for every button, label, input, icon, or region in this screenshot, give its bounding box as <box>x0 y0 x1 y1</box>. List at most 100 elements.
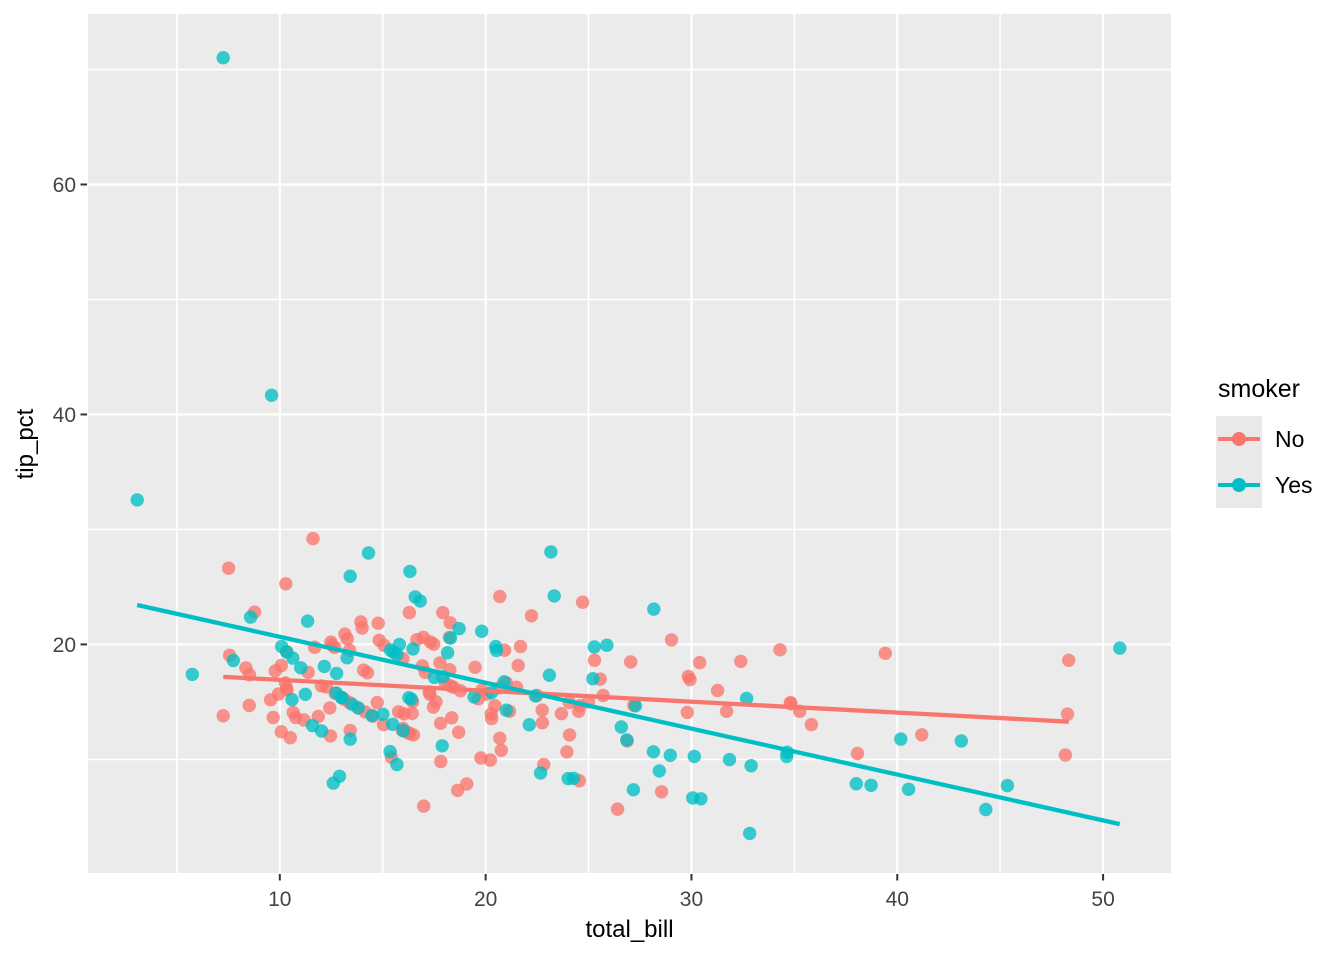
data-point-yes <box>317 659 331 674</box>
data-point-no <box>1062 653 1076 667</box>
data-point-yes <box>435 739 449 753</box>
data-point-yes <box>406 642 420 656</box>
data-point-no <box>610 802 625 816</box>
x-axis-title: total_bill <box>585 916 674 943</box>
data-point-no <box>433 716 448 730</box>
data-point-no <box>572 704 586 718</box>
data-point-no <box>340 632 354 646</box>
data-point-no <box>654 785 669 799</box>
legend-keys: No Yes <box>1216 416 1313 508</box>
data-point-no <box>445 711 459 725</box>
legend-item-yes: Yes <box>1216 462 1313 508</box>
data-point-yes <box>722 752 737 767</box>
data-point-yes <box>334 690 349 705</box>
data-point-no <box>513 639 528 654</box>
data-point-yes <box>744 759 758 773</box>
data-point-yes <box>954 734 968 748</box>
data-point-yes <box>294 661 308 675</box>
data-point-no <box>450 783 465 798</box>
data-point-no <box>524 609 539 623</box>
data-point-no <box>575 595 590 609</box>
data-point-no <box>417 799 431 813</box>
data-point-no <box>239 661 253 675</box>
data-point-no <box>562 728 577 742</box>
x-tick-label-20: 20 <box>474 888 497 911</box>
data-point-yes <box>586 672 600 686</box>
data-point-no <box>560 745 574 759</box>
data-point-yes <box>652 764 666 778</box>
data-point-yes <box>390 757 404 772</box>
data-point-yes <box>443 631 458 645</box>
data-point-no <box>474 751 488 765</box>
data-point-no <box>1060 707 1075 721</box>
legend-key-no-icon <box>1216 416 1262 462</box>
data-point-no <box>356 663 371 677</box>
data-point-no <box>664 633 679 647</box>
data-point-yes <box>361 546 376 560</box>
data-point-yes <box>864 778 878 792</box>
data-point-no <box>488 699 502 713</box>
data-point-no <box>554 706 569 721</box>
data-point-yes <box>542 668 557 682</box>
data-point-yes <box>686 791 700 805</box>
data-point-no <box>693 655 707 670</box>
data-point-no <box>271 687 286 701</box>
data-point-yes <box>467 690 481 704</box>
data-point-no <box>468 660 482 674</box>
data-point-yes <box>298 687 312 701</box>
data-point-no <box>587 653 602 667</box>
trend-line-yes <box>136 602 1121 827</box>
legend-label-yes: Yes <box>1275 471 1313 498</box>
data-point-no <box>266 710 280 725</box>
data-point-yes <box>386 645 401 659</box>
data-point-yes <box>243 610 258 624</box>
data-point-yes <box>385 717 400 731</box>
data-point-no <box>710 683 725 698</box>
data-point-yes <box>383 744 397 759</box>
y-tick-label-60: 60 <box>53 174 76 197</box>
data-point-no <box>289 710 303 725</box>
data-point-yes <box>440 646 455 660</box>
x-tick-label-30: 30 <box>680 888 703 911</box>
data-point-no <box>804 717 819 732</box>
data-point-no <box>719 704 734 718</box>
data-point-yes <box>130 493 144 507</box>
data-point-no <box>433 656 447 670</box>
data-point-no <box>734 654 748 669</box>
data-point-no <box>535 703 549 717</box>
x-tick-label-40: 40 <box>886 888 909 911</box>
data-point-yes <box>739 691 754 706</box>
data-point-yes <box>402 691 416 705</box>
data-point-yes <box>326 776 340 790</box>
data-point-no <box>850 746 865 761</box>
data-point-yes <box>1113 641 1127 655</box>
data-point-no <box>434 754 448 769</box>
data-point-no <box>535 716 550 730</box>
legend-label-no: No <box>1275 425 1305 452</box>
data-point-yes <box>743 826 757 841</box>
y-axis-title: tip_pct <box>12 408 39 480</box>
legend: smoker No Yes <box>1216 374 1313 508</box>
data-point-yes <box>600 638 614 652</box>
data-point-no <box>436 605 450 620</box>
data-point-yes <box>522 718 536 732</box>
y-tick-label-20: 20 <box>53 634 76 657</box>
data-point-no <box>878 646 892 660</box>
data-point-no <box>370 695 384 710</box>
data-point-yes <box>894 732 908 746</box>
data-point-no <box>323 701 337 715</box>
data-point-yes <box>376 707 390 721</box>
data-point-yes <box>226 653 240 668</box>
data-point-yes <box>687 749 701 764</box>
data-point-yes <box>408 590 422 604</box>
data-point-no <box>915 728 929 742</box>
plot-panel <box>88 14 1171 873</box>
x-tick-label-50: 50 <box>1091 888 1114 911</box>
data-point-no <box>268 664 282 678</box>
data-point-no <box>1058 748 1073 762</box>
data-point-yes <box>343 569 357 583</box>
data-point-no <box>402 605 416 620</box>
data-point-yes <box>1000 778 1015 793</box>
